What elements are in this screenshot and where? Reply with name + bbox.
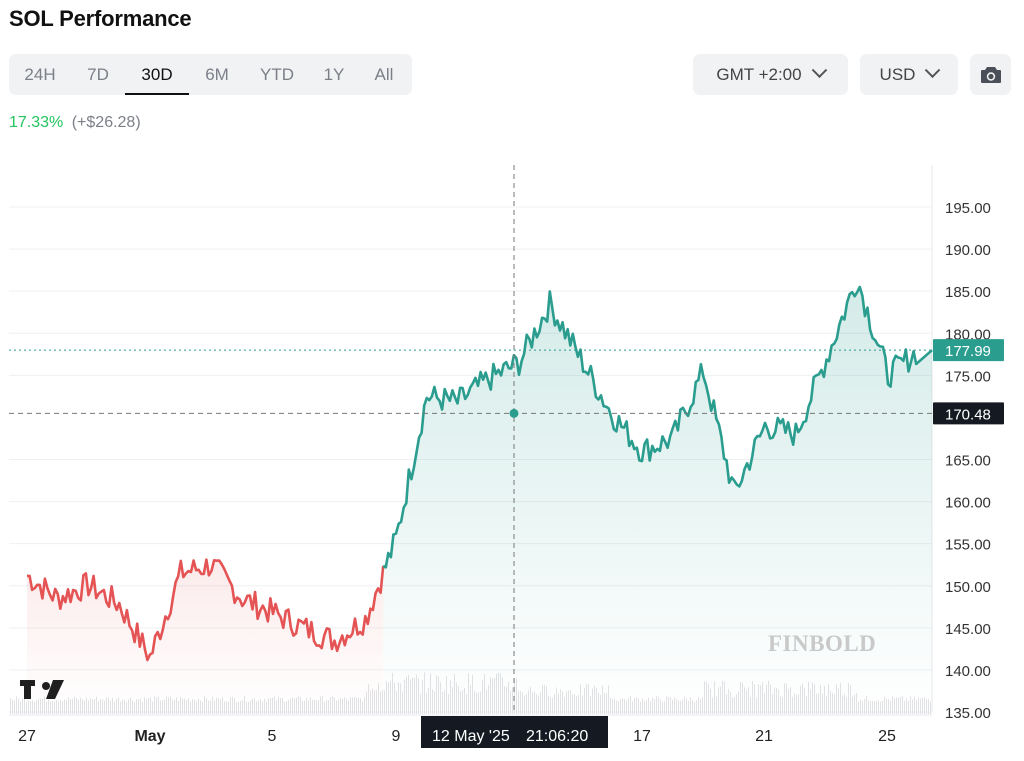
price-area — [27, 287, 932, 712]
tab-24h[interactable]: 24H — [24, 65, 56, 84]
page-title: SOL Performance — [9, 6, 192, 31]
y-axis: 195.00 190.00 185.00 180.00 175.00 165.00 160.… — [933, 200, 1004, 722]
y-tick-label: 165.00 — [945, 453, 991, 470]
x-tick-label: 17 — [633, 728, 651, 745]
y-tick-label: 150.00 — [945, 579, 991, 596]
y-tick-label: 180.00 — [945, 326, 991, 343]
crosshair-price-label: 170.48 — [945, 406, 991, 423]
y-tick-label: 160.00 — [945, 495, 991, 512]
price-line-down — [27, 558, 385, 662]
volume-bar — [10, 698, 11, 714]
finbold-watermark: FINBOLD — [768, 631, 877, 656]
volume-bar — [24, 697, 25, 714]
y-tick-label: 145.00 — [945, 621, 991, 638]
chevron-down-icon — [925, 62, 941, 79]
volume-bar — [14, 700, 15, 714]
y-tick-label: 175.00 — [945, 368, 991, 385]
volume-bar — [22, 697, 23, 714]
area-fill-up — [383, 287, 932, 712]
timezone-label: GMT +2:00 — [716, 64, 802, 84]
screenshot-button[interactable] — [970, 54, 1011, 95]
y-tick-label: 195.00 — [945, 200, 991, 217]
chevron-down-icon — [811, 62, 827, 79]
price-chart[interactable]: 195.00 190.00 185.00 180.00 175.00 165.00 160.… — [0, 160, 1024, 761]
currency-label: USD — [879, 64, 916, 84]
performance-summary: 17.33% (+$26.28) — [9, 114, 141, 132]
x-tick-label: 21 — [755, 728, 773, 745]
current-price-badge — [933, 339, 1004, 362]
x-tick-label: 27 — [18, 728, 36, 745]
volume-bar — [26, 701, 27, 714]
tab-30d[interactable]: 30D — [125, 54, 189, 95]
current-price-label: 177.99 — [945, 343, 991, 360]
tab-ytd[interactable]: YTD — [260, 65, 294, 84]
tradingview-logo-icon — [24, 680, 31, 699]
tradingview-logo-bar — [20, 680, 35, 686]
tab-1y[interactable]: 1Y — [323, 65, 345, 84]
timezone-dropdown[interactable]: GMT +2:00 — [693, 54, 848, 95]
x-tick-label: 25 — [878, 728, 896, 745]
crosshair-date-badge — [421, 716, 608, 748]
tab-6m[interactable]: 6M — [205, 65, 229, 84]
price-lines — [27, 285, 933, 662]
tradingview-logo-dot — [42, 682, 50, 690]
reference-lines — [9, 165, 932, 714]
volume-bar — [12, 699, 13, 714]
crosshair-date-label: 12 May '25 — [432, 728, 510, 745]
x-tick-label: May — [134, 728, 165, 745]
y-tick-label: 185.00 — [945, 284, 991, 301]
y-tick-label: 155.00 — [945, 537, 991, 554]
crosshair-point — [509, 408, 519, 418]
y-tick-label: 190.00 — [945, 242, 991, 259]
camera-icon — [980, 66, 1001, 83]
volume-bar — [18, 698, 19, 714]
currency-dropdown[interactable]: USD — [860, 54, 958, 95]
y-tick-label: 135.00 — [945, 705, 991, 722]
crosshair-price-badge — [933, 402, 1004, 425]
price-line-up — [382, 285, 933, 569]
tab-all[interactable]: All — [374, 65, 394, 84]
tradingview-logo-mark — [46, 680, 64, 699]
chart-overlay — [20, 680, 64, 699]
volume-bar — [20, 701, 21, 714]
x-axis: 27 May 5 9 17 21 25 12 May '25 21:06:20 — [18, 716, 896, 748]
tab-7d[interactable]: 7D — [87, 65, 109, 84]
area-fill-down — [27, 559, 384, 712]
performance-percent: 17.33% — [9, 114, 64, 131]
performance-change: (+$26.28) — [71, 114, 141, 131]
x-tick-label: 5 — [268, 728, 277, 745]
volume-bar — [16, 696, 17, 714]
x-tick-label: 9 — [392, 728, 401, 745]
y-tick-label: 140.00 — [945, 663, 991, 680]
crosshair-time-label: 21:06:20 — [526, 728, 588, 745]
timeframe-tabs: 24H 7D 30D 6M YTD 1Y All — [9, 54, 412, 95]
